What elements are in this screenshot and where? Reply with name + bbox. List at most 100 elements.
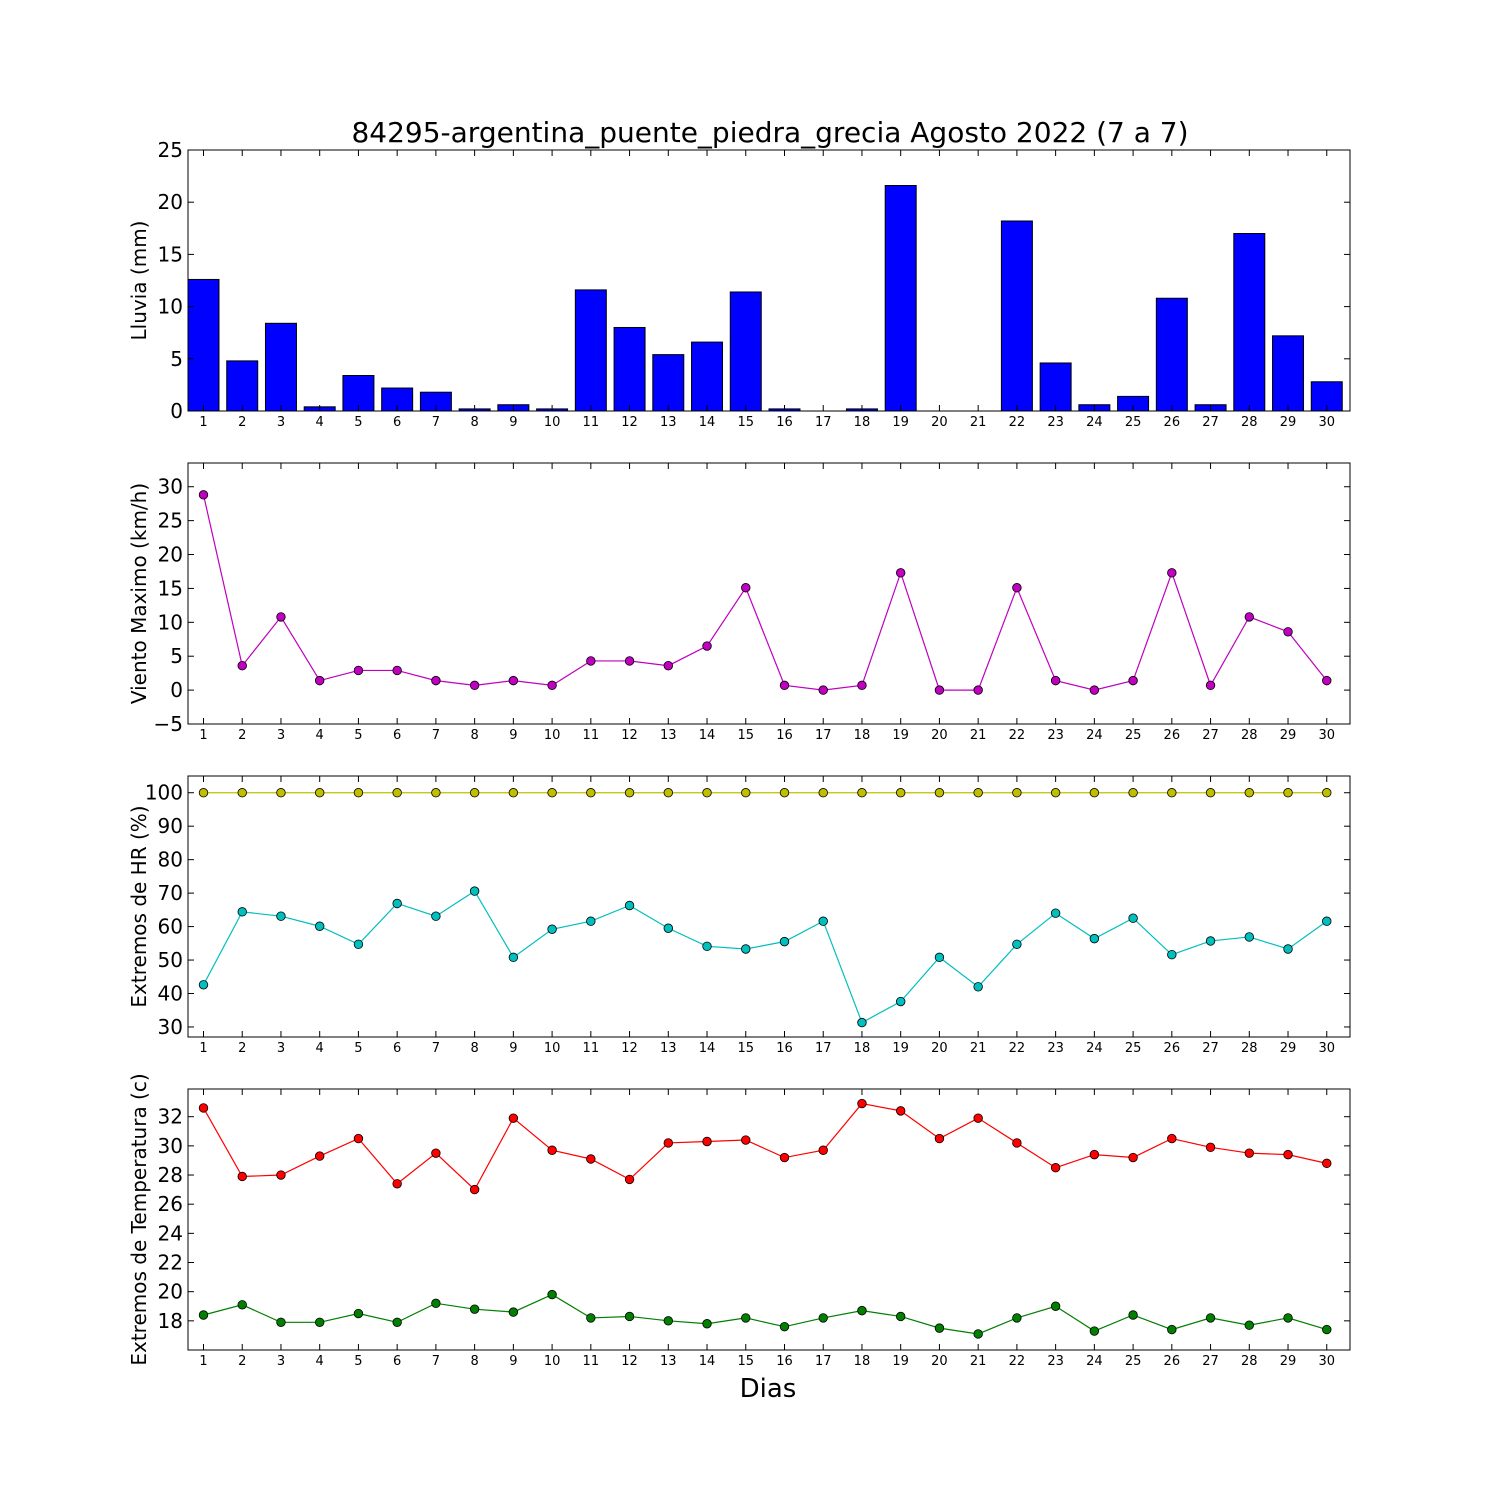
- bar-day-26: [1155, 297, 1188, 412]
- y-tick-label: −5: [154, 712, 183, 736]
- x-tick-label: 1: [199, 1354, 207, 1369]
- point-temperatura-1-day-3: [276, 1170, 286, 1180]
- y-tick-label: 10: [158, 295, 183, 319]
- x-tick-label: 15: [737, 1354, 754, 1369]
- point-temperatura-2-day-28: [1244, 1320, 1254, 1330]
- y-tick-label: 5: [170, 347, 183, 371]
- x-tick-label: 7: [432, 415, 440, 430]
- x-tick-label: 3: [277, 1041, 285, 1056]
- point-temperatura-1-day-27: [1205, 1142, 1216, 1153]
- x-tick-label: 5: [354, 728, 362, 743]
- series-line-temperatura-1: [202, 1102, 1327, 1191]
- x-tick-label: 19: [892, 1354, 909, 1369]
- x-tick-label: 6: [393, 728, 401, 743]
- x-tick-label: 7: [432, 728, 440, 743]
- y-tick-label: 15: [158, 576, 183, 600]
- y-tick-label: 60: [158, 915, 183, 939]
- x-tick-label: 26: [1164, 1354, 1181, 1369]
- x-tick-label: 18: [854, 1354, 871, 1369]
- point-temperatura-1-day-23: [1050, 1163, 1061, 1173]
- point-humedad-1-day-13: [663, 788, 673, 798]
- y-tick-label: 22: [158, 1251, 183, 1275]
- x-tick-label: 11: [583, 1041, 600, 1056]
- point-humedad-1-day-9: [508, 788, 519, 798]
- x-tick-label: 17: [815, 415, 832, 430]
- point-humedad-1-day-27: [1205, 788, 1216, 798]
- y-tick-label: 20: [158, 190, 183, 214]
- x-tick-label: 1: [199, 1041, 207, 1056]
- x-tick-label: 24: [1086, 728, 1103, 743]
- point-humedad-2-day-6: [392, 898, 402, 909]
- point-humedad-1-day-30: [1322, 788, 1332, 798]
- point-temperatura-2-day-18: [857, 1305, 867, 1316]
- x-tick-label: 24: [1086, 415, 1103, 430]
- y-tick-label: 90: [158, 814, 183, 838]
- x-tick-label: 4: [316, 415, 324, 430]
- x-tick-label: 29: [1280, 1354, 1297, 1369]
- x-tick-label: 6: [393, 1041, 401, 1056]
- x-tick-label: 21: [970, 728, 987, 743]
- point-humedad-2-day-18: [857, 1017, 867, 1028]
- point-temperatura-1-day-4: [314, 1151, 325, 1161]
- x-tick-label: 17: [815, 1354, 832, 1369]
- point-humedad-2-day-19: [895, 996, 906, 1007]
- x-tick-label: 8: [470, 728, 478, 743]
- point-humedad-1-day-11: [586, 788, 596, 798]
- point-humedad-1-day-14: [702, 788, 712, 798]
- x-tick-label: 25: [1125, 1354, 1142, 1369]
- bar-day-1: [187, 278, 220, 412]
- point-temperatura-2-day-13: [663, 1316, 673, 1326]
- x-tick-label: 8: [470, 415, 478, 430]
- x-tick-label: 20: [931, 728, 948, 743]
- x-tick-label: 14: [699, 1354, 716, 1369]
- x-tick-label: 26: [1164, 415, 1181, 430]
- point-humedad-1-day-6: [392, 788, 402, 798]
- x-tick-label: 2: [238, 415, 246, 430]
- x-tick-label: 5: [354, 1041, 362, 1056]
- x-tick-label: 21: [970, 415, 987, 430]
- x-tick-label: 17: [815, 728, 832, 743]
- point-temperatura-1-day-25: [1128, 1152, 1138, 1163]
- point-humedad-1-day-26: [1167, 788, 1177, 798]
- point-viento-1-day-18: [857, 680, 867, 691]
- point-viento-1-day-25: [1128, 675, 1138, 686]
- x-tick-label: 23: [1047, 1354, 1064, 1369]
- x-tick-label: 16: [776, 1354, 793, 1369]
- x-tick-label: 27: [1202, 415, 1219, 430]
- series-line-humedad-2: [202, 890, 1328, 1024]
- point-humedad-1-day-24: [1089, 788, 1100, 798]
- point-viento-1-day-8: [469, 680, 480, 691]
- point-humedad-2-day-23: [1050, 908, 1061, 918]
- point-temperatura-2-day-8: [469, 1304, 480, 1314]
- axes-frame-humedad: [187, 775, 1351, 1038]
- point-temperatura-1-day-18: [857, 1098, 867, 1109]
- x-tick-label: 5: [354, 415, 362, 430]
- x-tick-label: 11: [583, 415, 600, 430]
- y-tick-label: 20: [158, 543, 183, 567]
- x-tick-label: 2: [238, 1041, 246, 1056]
- point-temperatura-1-day-22: [1012, 1138, 1022, 1148]
- series-line-viento-1: [202, 494, 1328, 691]
- x-tick-label: 9: [509, 728, 517, 743]
- point-humedad-2-day-13: [663, 923, 673, 933]
- x-tick-label: 21: [970, 1041, 987, 1056]
- x-tick-label: 26: [1164, 1041, 1181, 1056]
- point-humedad-1-day-8: [469, 788, 480, 798]
- y-tick-label: 28: [158, 1163, 183, 1187]
- x-tick-label: 6: [393, 1354, 401, 1369]
- y-tick-label: 15: [158, 242, 183, 266]
- point-temperatura-1-day-30: [1322, 1158, 1332, 1169]
- point-humedad-1-day-3: [276, 788, 286, 798]
- bar-day-12: [613, 326, 646, 412]
- x-tick-label: 8: [470, 1041, 478, 1056]
- x-tick-label: 9: [509, 415, 517, 430]
- x-tick-label: 26: [1164, 728, 1181, 743]
- x-tick-label: 15: [737, 1041, 754, 1056]
- point-viento-1-day-11: [586, 656, 596, 666]
- point-humedad-1-day-2: [237, 788, 247, 798]
- y-tick-label: 24: [158, 1221, 183, 1245]
- x-tick-label: 10: [544, 1354, 561, 1369]
- x-tick-label: 16: [776, 415, 793, 430]
- x-tick-label: 23: [1047, 415, 1064, 430]
